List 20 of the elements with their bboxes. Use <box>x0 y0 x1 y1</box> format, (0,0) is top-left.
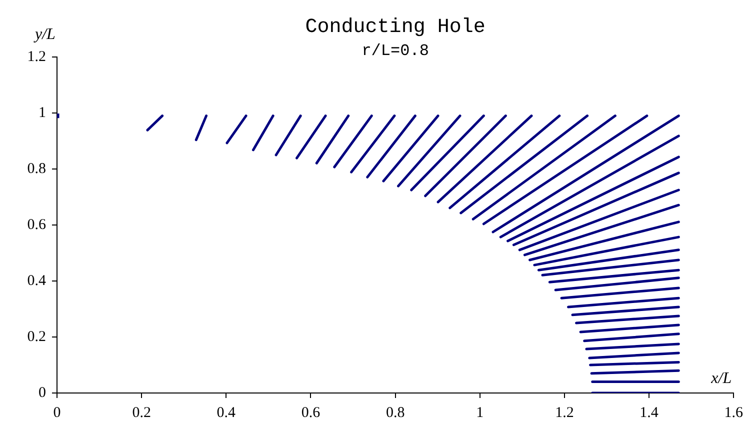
y-tick-label: 0.4 <box>27 272 46 289</box>
x-tick-label: 0 <box>53 404 61 421</box>
x-tick-label: 0.8 <box>386 404 405 421</box>
y-tick-label: 0 <box>38 384 46 401</box>
chart-subtitle: r/L=0.8 <box>362 42 429 60</box>
y-tick-label: 0.8 <box>27 160 46 177</box>
x-axis-title: x/L <box>710 370 732 387</box>
x-tick-label: 1.2 <box>555 404 574 421</box>
chart-title: Conducting Hole <box>305 16 486 39</box>
x-tick-label: 0.2 <box>132 404 151 421</box>
x-tick-label: 0.4 <box>216 404 236 421</box>
x-tick-label: 0.6 <box>301 404 321 421</box>
x-tick-label: 1 <box>476 404 484 421</box>
y-tick-label: 0.6 <box>27 216 46 233</box>
y-tick-label: 1.2 <box>27 48 46 65</box>
x-tick-label: 1.4 <box>640 404 659 421</box>
y-axis-title: y/L <box>33 26 56 43</box>
y-tick-label: 1 <box>38 104 46 121</box>
y-tick-label: 0.2 <box>27 328 46 345</box>
x-tick-label: 1.6 <box>724 404 744 421</box>
